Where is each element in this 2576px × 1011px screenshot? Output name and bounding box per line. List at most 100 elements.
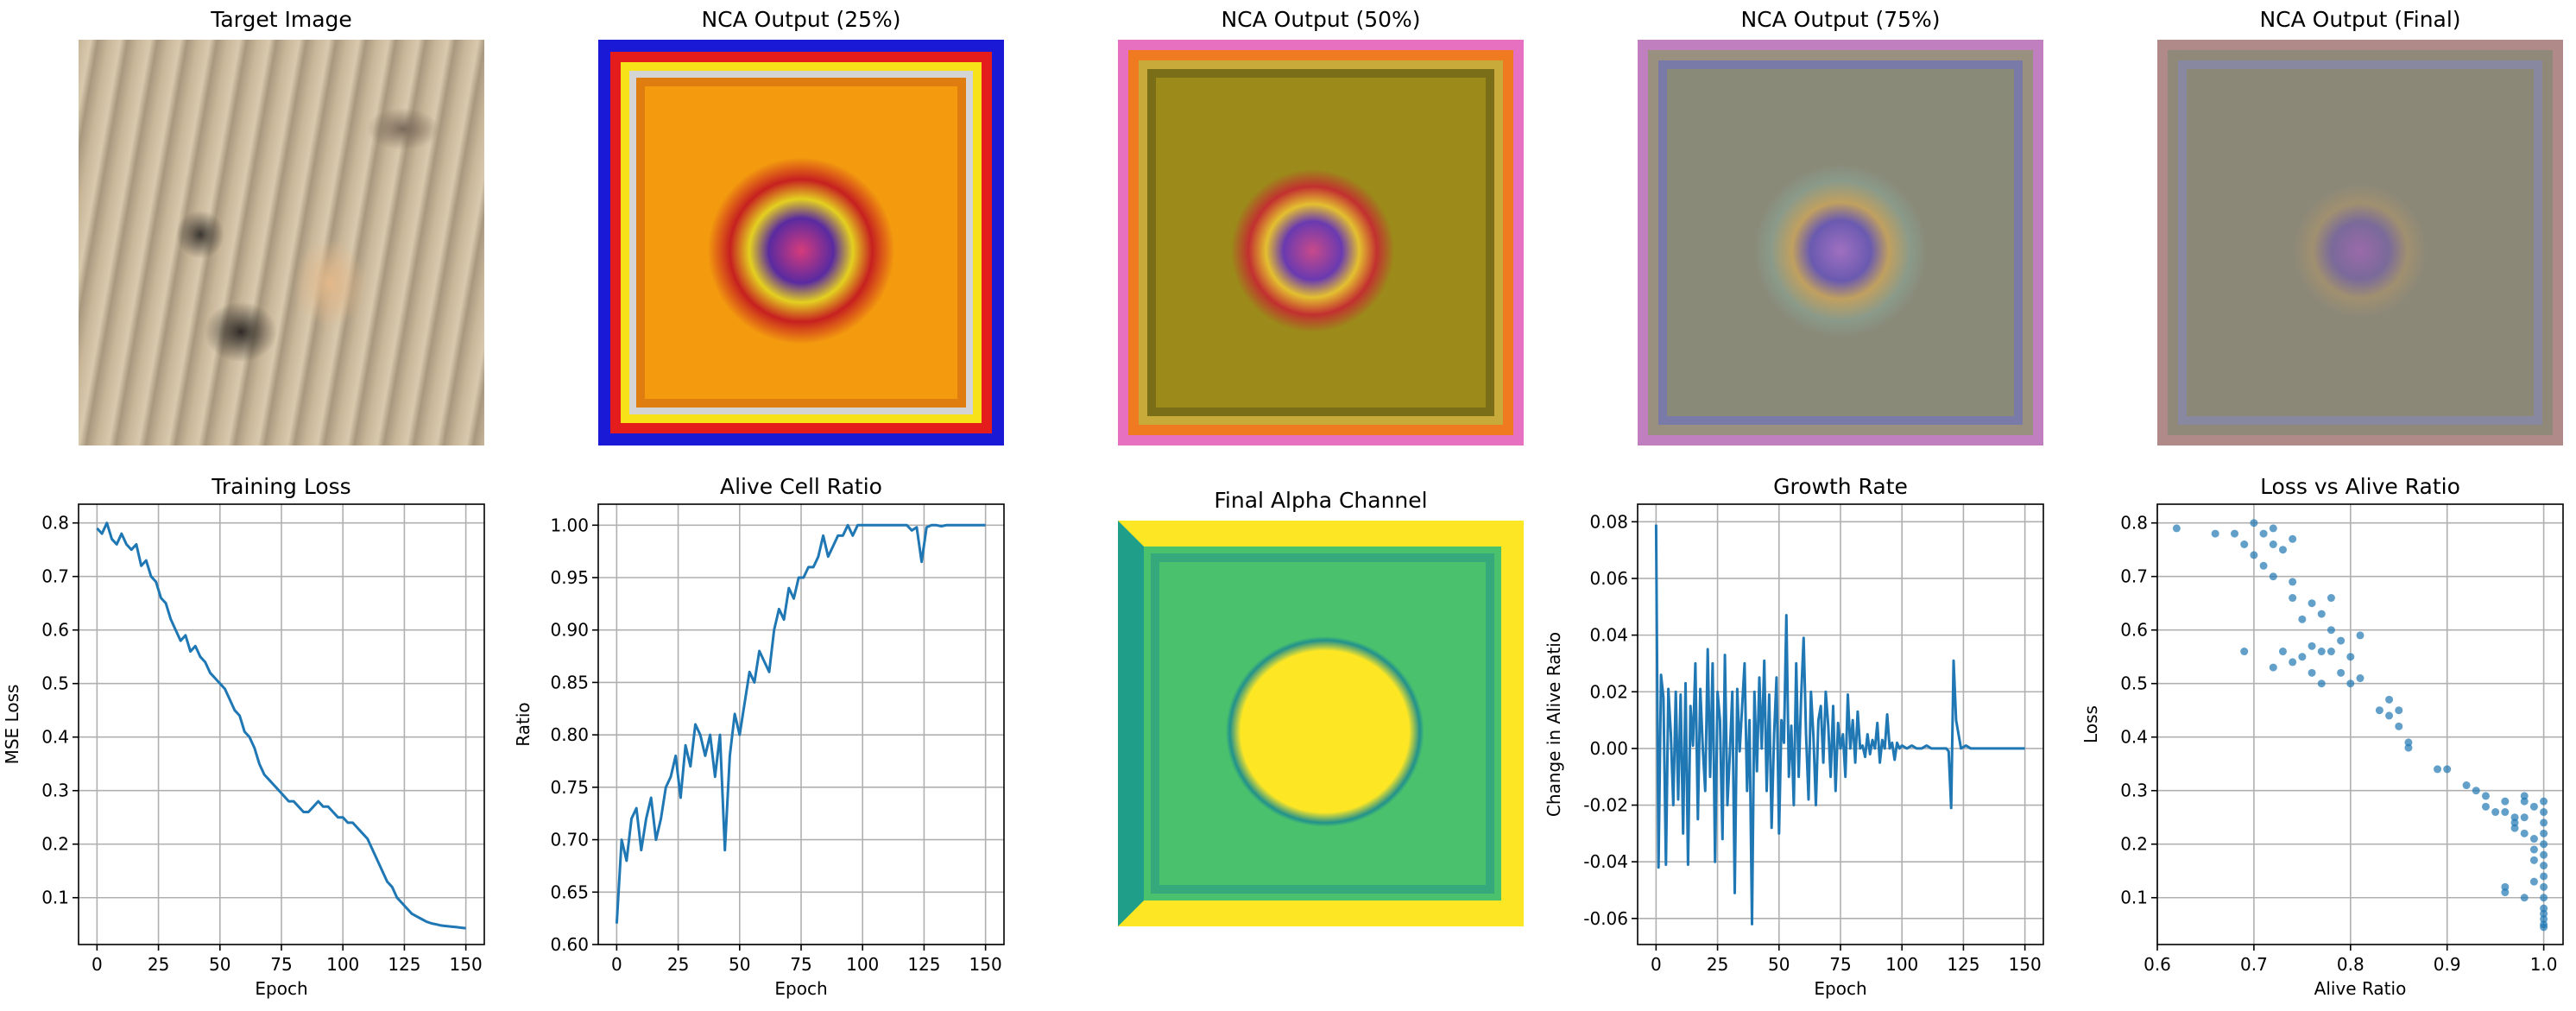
scatter-point [2481, 792, 2490, 800]
scatter-point [2269, 663, 2277, 672]
x-axis-label: Epoch [1814, 978, 1866, 999]
x-tick-label: 125 [388, 954, 420, 975]
scatter-point [2540, 840, 2548, 849]
y-tick-label: 0.3 [41, 780, 69, 801]
scatter-point [2289, 658, 2297, 667]
x-tick-label: 0.6 [2144, 954, 2171, 975]
y-tick-label: 0.4 [2120, 727, 2148, 748]
scatter-point [2337, 668, 2346, 677]
y-tick-label: 0.7 [2120, 566, 2148, 587]
target-image [79, 40, 484, 445]
x-axis-label: Epoch [255, 978, 307, 999]
nca-25-title: NCA Output (25%) [701, 7, 901, 32]
y-tick-label: 0.6 [2120, 620, 2148, 641]
scatter-point [2510, 818, 2519, 827]
x-tick-label: 0 [611, 954, 622, 975]
scatter-point [2540, 829, 2548, 837]
x-tick-label: 75 [1829, 954, 1851, 975]
x-tick-label: 50 [729, 954, 750, 975]
final-alpha-channel-image [1118, 521, 1524, 926]
y-tick-label: 0.95 [550, 567, 589, 588]
scatter-point [2529, 835, 2538, 844]
y-tick-label: 0.90 [550, 620, 589, 641]
scatter-point [2289, 534, 2297, 543]
scatter-point [2540, 818, 2548, 827]
scatter-point [2317, 610, 2326, 618]
y-tick-label: 0.60 [550, 934, 589, 955]
x-tick-label: 25 [148, 954, 169, 975]
y-tick-label: 0.7 [41, 566, 69, 587]
scatter-point [2404, 743, 2413, 752]
scatter-point [2278, 546, 2287, 554]
scatter-point [2501, 797, 2510, 806]
scatter-point [2240, 648, 2249, 656]
scatter-point [2472, 787, 2480, 795]
y-tick-label: 0.2 [41, 834, 69, 855]
chart-1: 0 25 50 75 100 125 150 0.60 0.65 0.70 0.75 0.80 0.85… [513, 474, 1005, 999]
y-tick-label: 0.3 [2120, 780, 2148, 801]
y-tick-label: 0.6 [41, 620, 69, 641]
scatter-point [2250, 519, 2258, 528]
nca-final-title: NCA Output (Final) [2259, 7, 2461, 32]
scatter-point [2540, 862, 2548, 870]
y-tick-label: 0.06 [1589, 568, 1628, 589]
scatter-point [2540, 872, 2548, 881]
y-tick-label: -0.04 [1583, 851, 1628, 872]
scatter-point [2520, 813, 2529, 822]
y-tick-label: 0.8 [41, 513, 69, 534]
scatter-point [2327, 626, 2335, 635]
scatter-point [2346, 653, 2355, 661]
x-tick-label: 75 [270, 954, 292, 975]
axes-frame [2156, 503, 2564, 945]
x-tick-label: 150 [450, 954, 483, 975]
y-tick-label: 0.1 [2120, 888, 2148, 908]
scatter-point [2231, 529, 2239, 538]
scatter-point [2520, 894, 2529, 902]
nca-75-title: NCA Output (75%) [1740, 7, 1941, 32]
nca-output-50 [1118, 40, 1524, 445]
y-tick-label: 0.08 [1589, 511, 1628, 532]
scatter-point [2540, 850, 2548, 859]
scatter-point [2356, 631, 2364, 640]
scatter-point [2327, 594, 2335, 603]
scatter-point [2356, 674, 2364, 683]
scatter-point [2278, 648, 2287, 656]
scatter-point [2529, 845, 2538, 854]
scatter-point [2298, 653, 2307, 661]
scatter-point [2540, 808, 2548, 817]
x-tick-label: 0 [92, 954, 103, 975]
y-tick-label: 0.70 [550, 830, 589, 850]
scatter-point [2269, 540, 2277, 549]
scatter-point [2520, 829, 2529, 837]
x-tick-label: 125 [1947, 954, 1979, 975]
scatter-point [2501, 882, 2510, 891]
series-line [615, 523, 986, 924]
x-tick-label: 100 [846, 954, 879, 975]
chart-0: 0 25 50 75 100 125 150 0.1 0.2 0.3 0.4 0.5 0.6 0.7 0.8… [2, 474, 485, 999]
target-image-title: Target Image [211, 7, 352, 32]
chart-3: 0.6 0.7 0.8 0.9 1.0 0.1 0.2 0.3 0.4 0.5 0.6 0.7 0.8 L… [2080, 474, 2564, 999]
y-tick-label: 0.65 [550, 881, 589, 902]
x-tick-label: 25 [667, 954, 689, 975]
x-tick-label: 50 [1768, 954, 1790, 975]
x-tick-label: 100 [326, 954, 359, 975]
scatter-point [2385, 711, 2394, 720]
y-tick-label: 0.2 [2120, 834, 2148, 855]
x-tick-label: 150 [2009, 954, 2042, 975]
x-tick-label: 100 [1885, 954, 1918, 975]
scatter-point [2540, 894, 2548, 902]
scatter-point [2289, 594, 2297, 603]
scatter-point [2510, 813, 2519, 822]
scatter-point [2491, 808, 2500, 817]
y-tick-label: 0.80 [550, 724, 589, 745]
y-tick-label: 0.1 [41, 888, 69, 908]
scatter-point [2529, 802, 2538, 811]
chart-2: 0 25 50 75 100 125 150 -0.06 -0.04 -0.02 0.00 0.02 0… [1544, 474, 2044, 999]
chart-title: Growth Rate [1773, 474, 1908, 499]
scatter-point [2434, 765, 2442, 774]
y-tick-label: 0.4 [41, 727, 69, 748]
y-tick-label: 0.04 [1589, 625, 1628, 646]
y-axis-label: Ratio [513, 702, 534, 746]
y-axis-label: Change in Alive Ratio [1544, 632, 1564, 817]
